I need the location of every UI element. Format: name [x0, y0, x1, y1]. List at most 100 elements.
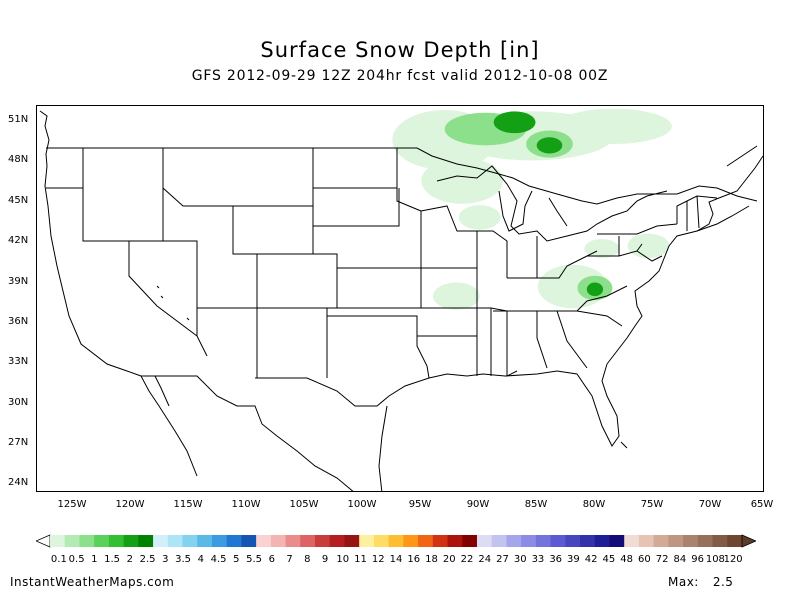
colorbar-tick-label: 96: [691, 554, 704, 565]
colorbar-tick-label: 39: [567, 554, 580, 565]
colorbar-tick-label: 3: [162, 554, 169, 565]
colorbar-swatch: [329, 535, 345, 547]
colorbar-tick-label: 20: [442, 554, 456, 565]
colorbar-swatch: [668, 535, 684, 547]
snow-area: [433, 282, 480, 310]
max-label: Max:: [668, 575, 699, 589]
snow-area: [458, 205, 501, 230]
lon-label: 125W: [57, 499, 87, 510]
colorbar-swatch: [418, 535, 434, 547]
colorbar-swatch: [683, 535, 699, 547]
colorbar-swatch: [79, 535, 95, 547]
snow-area: [584, 239, 620, 259]
colorbar-tick-label: 1: [91, 554, 98, 565]
colorbar-swatch: [521, 535, 537, 547]
colorbar-swatch: [565, 535, 581, 547]
colorbar-swatch: [211, 535, 228, 547]
colorbar-tick-label: 45: [602, 554, 616, 565]
lon-label: 110W: [231, 499, 261, 510]
colorbar-tick-label: 11: [354, 554, 367, 565]
colorbar-tick-label: 3.5: [175, 554, 192, 565]
lon-label: 70W: [698, 499, 722, 510]
colorbar-tick-label: 1.5: [104, 554, 121, 565]
colorbar-swatch: [594, 535, 610, 547]
colorbar-swatch: [50, 535, 66, 547]
colorbar-tick-label: 120: [723, 554, 743, 565]
colorbar-swatch: [491, 535, 507, 547]
colorbar-swatch: [300, 535, 316, 547]
political-boundaries: [39, 110, 763, 491]
lon-label: 115W: [173, 499, 203, 510]
colorbar-swatch: [653, 535, 669, 547]
colorbar-tick-label: 2: [126, 554, 134, 565]
colorbar-tick-label: 10: [336, 554, 350, 565]
snow-area: [586, 282, 604, 297]
colorbar-swatch: [609, 535, 625, 547]
colorbar-swatch: [270, 535, 287, 547]
lat-label: 24N: [8, 477, 29, 488]
colorbar-swatch: [712, 535, 728, 547]
colorbar-tick-label: 72: [655, 554, 669, 565]
colorbar-tick-label: 6: [268, 554, 275, 565]
snow-area: [493, 111, 536, 134]
colorbar-tick-label: 84: [673, 554, 687, 565]
lat-label: 48N: [8, 154, 29, 165]
colorbar-swatch: [108, 535, 125, 547]
great-lakes: [436, 165, 668, 242]
lon-label: 95W: [408, 499, 432, 510]
snow-area: [555, 108, 672, 145]
map-panel: [36, 105, 764, 492]
colorbar-swatch: [94, 535, 110, 547]
colorbar-swatch: [285, 535, 301, 547]
lon-label: 100W: [347, 499, 377, 510]
colorbar-swatch: [153, 535, 169, 547]
colorbar-swatch: [64, 535, 80, 547]
snow-area: [627, 233, 670, 259]
map-canvas: [39, 108, 763, 491]
colorbar-swatch: [506, 535, 522, 547]
colorbar-swatch: [226, 535, 242, 547]
east-coastline: [606, 155, 763, 365]
colorbar-tick-label: 48: [620, 554, 634, 565]
canada-border: [46, 147, 758, 205]
colorbar-swatch: [462, 535, 478, 547]
lon-label: 80W: [582, 499, 606, 510]
mexico-border: [141, 375, 354, 491]
colorbar-tick-label: 8: [304, 554, 311, 565]
colorbar-tick-label: 5: [233, 554, 240, 565]
lat-label: 42N: [8, 235, 29, 246]
colorbar-tick-label: 60: [638, 554, 651, 565]
gulf-coastline: [255, 363, 620, 447]
colorbar-tick-label: 33: [531, 554, 545, 565]
lat-label: 33N: [8, 356, 29, 367]
lon-label: 75W: [640, 499, 664, 510]
colorbar-swatch: [123, 535, 139, 547]
texas-coast: [378, 405, 388, 491]
islands: [156, 285, 628, 449]
colorbar-tick-label: 9: [321, 554, 329, 565]
colorbar-swatch: [550, 535, 566, 547]
baja-peninsula: [140, 375, 198, 477]
lat-label: 51N: [8, 114, 29, 125]
colorbar-swatch: [197, 535, 213, 547]
colorbar-swatch: [167, 535, 184, 547]
colorbar: [36, 534, 756, 548]
snow-area: [536, 137, 563, 154]
colorbar-tick-label: 24: [478, 554, 492, 565]
west-coastline: [39, 110, 142, 377]
colorbar-swatch: [697, 535, 714, 547]
colorbar-tick-label: 0.1: [50, 554, 67, 565]
colorbar-tick-label: 0.5: [68, 554, 85, 565]
colorbar-tick-label: 18: [425, 554, 438, 565]
colorbar-swatch: [403, 535, 419, 547]
colorbar-swatch: [432, 535, 449, 547]
colorbar-max-arrow: [741, 534, 756, 548]
colorbar-tick-label: 4.5: [210, 554, 227, 565]
lon-label: 85W: [524, 499, 548, 510]
map-title: Surface Snow Depth [in]: [260, 38, 540, 62]
colorbar-tick-label: 27: [496, 554, 509, 565]
colorbar-swatch: [344, 535, 360, 547]
canada-coast: [696, 145, 758, 232]
colorbar-tick-label: 14: [389, 554, 403, 565]
colorbar-swatch: [359, 535, 375, 547]
